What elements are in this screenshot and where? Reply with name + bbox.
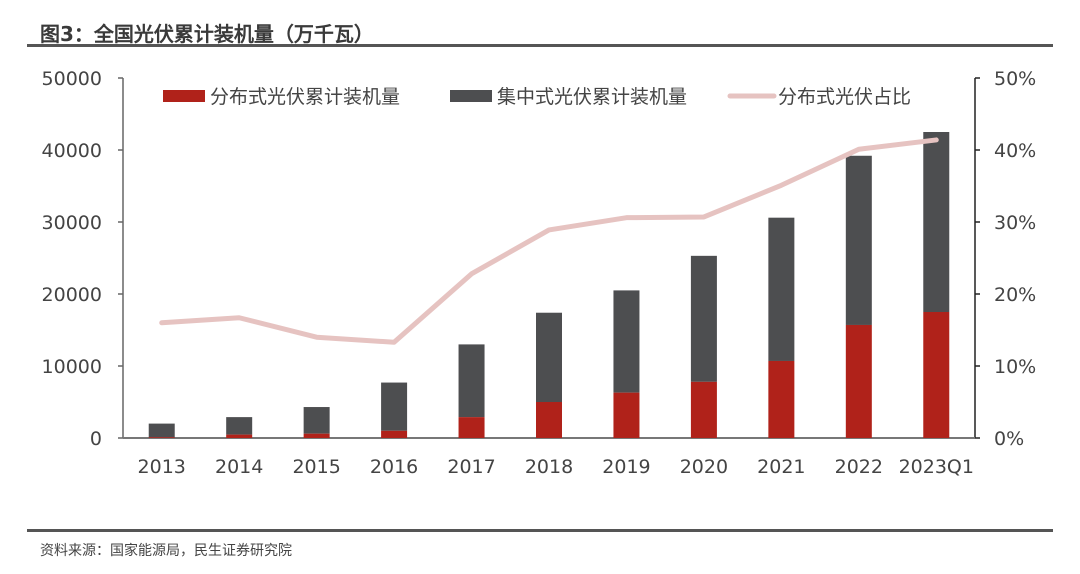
- bar-centralized: [613, 290, 640, 393]
- left-tick-label: 40000: [42, 140, 102, 162]
- bar-distributed: [303, 433, 330, 438]
- chart-title: 图3：全国光伏累计装机量（万千瓦）: [40, 22, 374, 46]
- bar-distributed: [845, 324, 872, 438]
- bar-distributed: [690, 381, 717, 438]
- x-tick-label: 2021: [757, 456, 805, 478]
- x-tick-label: 2022: [835, 456, 883, 478]
- source-note: 资料来源：国家能源局，民生证券研究院: [40, 543, 292, 559]
- left-tick-label: 20000: [42, 284, 102, 306]
- footer-divider: [27, 529, 1053, 532]
- right-tick-label: 0%: [994, 428, 1024, 450]
- bar-centralized: [381, 382, 408, 431]
- bar-centralized: [845, 155, 872, 325]
- x-tick-label: 2020: [680, 456, 728, 478]
- bar-centralized: [458, 344, 485, 418]
- left-tick-label: 30000: [42, 212, 102, 234]
- left-tick-label: 0: [90, 428, 102, 450]
- bar-distributed: [458, 417, 485, 438]
- x-tick-label: 2023Q1: [899, 456, 974, 478]
- right-tick-label: 40%: [994, 140, 1036, 162]
- bar-centralized: [148, 423, 175, 438]
- legend-label-ratio: 分布式光伏占比: [778, 86, 911, 108]
- bar-distributed: [923, 312, 950, 438]
- x-tick-label: 2019: [602, 456, 650, 478]
- legend-swatch-centralized: [450, 90, 492, 102]
- legend-label-centralized: 集中式光伏累计装机量: [497, 86, 687, 108]
- left-tick-label: 50000: [42, 68, 102, 90]
- right-tick-label: 20%: [994, 284, 1036, 306]
- bar-distributed: [768, 360, 795, 438]
- bar-distributed: [613, 392, 640, 438]
- x-tick-label: 2016: [370, 456, 418, 478]
- title-divider: [27, 44, 1053, 47]
- left-tick-label: 10000: [42, 356, 102, 378]
- right-tick-label: 10%: [994, 356, 1036, 378]
- bar-distributed: [536, 402, 562, 438]
- x-tick-label: 2018: [525, 456, 573, 478]
- bar-centralized: [923, 132, 950, 312]
- x-tick-label: 2014: [215, 456, 263, 478]
- bar-centralized: [226, 417, 253, 435]
- x-tick-label: 2013: [138, 456, 186, 478]
- bar-distributed: [226, 434, 253, 438]
- legend-swatch-distributed: [163, 90, 205, 102]
- bar-distributed: [148, 437, 175, 438]
- bar-centralized: [536, 312, 562, 402]
- bar-distributed: [381, 430, 408, 438]
- line-series-distributed-ratio: [159, 137, 939, 345]
- bar-centralized: [768, 217, 795, 361]
- bar-centralized: [690, 255, 717, 382]
- x-tick-label: 2017: [447, 456, 495, 478]
- bar-centralized: [303, 407, 330, 434]
- right-tick-label: 50%: [994, 68, 1036, 90]
- right-tick-label: 30%: [994, 212, 1036, 234]
- x-tick-label: 2015: [292, 456, 340, 478]
- legend-label-distributed: 分布式光伏累计装机量: [210, 86, 400, 108]
